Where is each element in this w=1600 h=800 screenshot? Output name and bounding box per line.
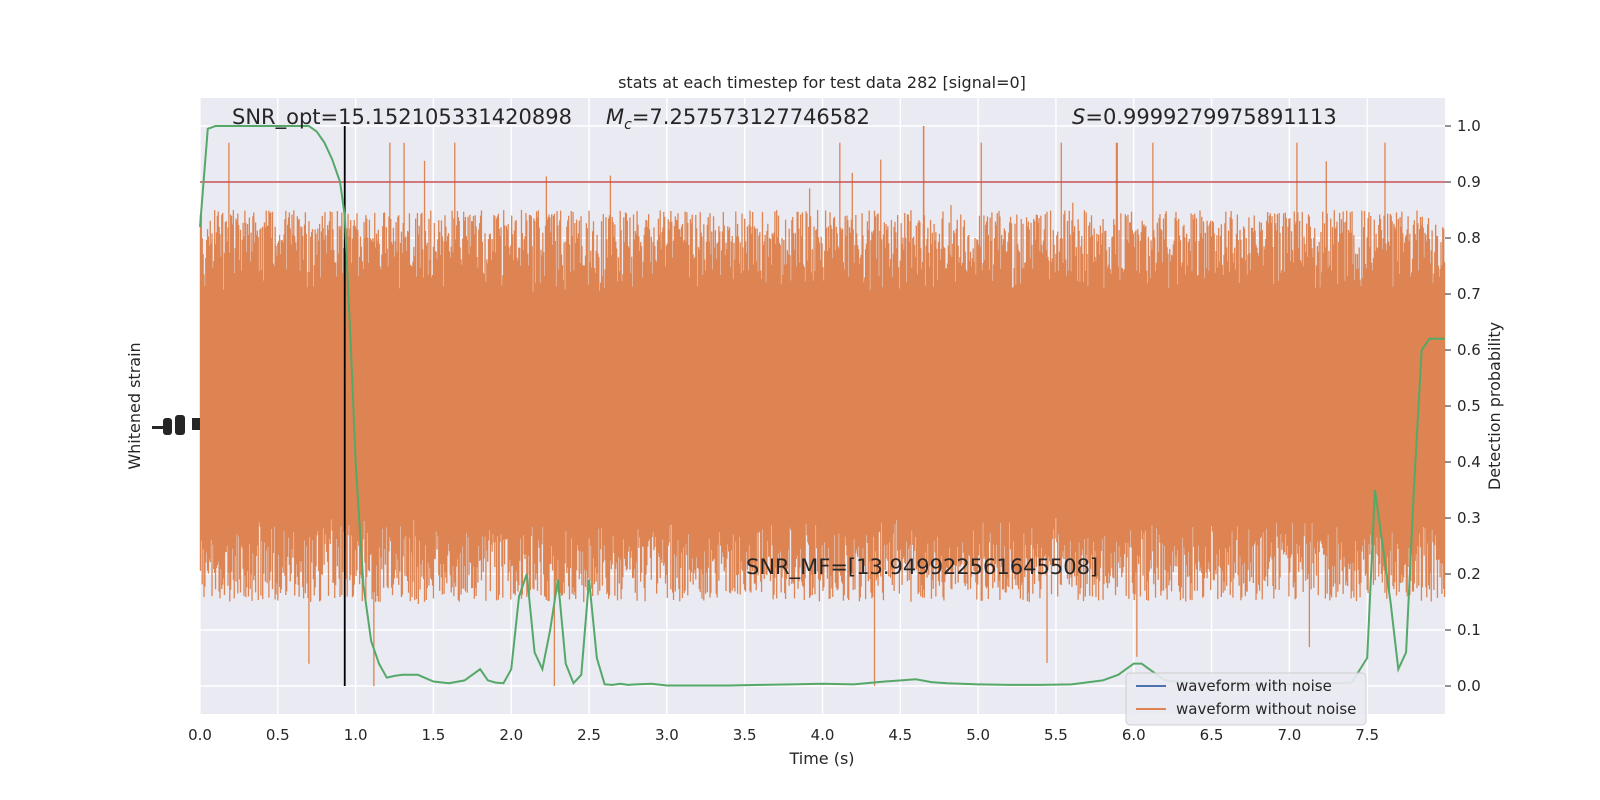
x-tick-label: 7.0 xyxy=(1277,726,1301,744)
y-tick-label: 0.8 xyxy=(1457,229,1481,247)
score-annotation: S=0.9999279975891113 xyxy=(1072,105,1337,129)
chart-title: stats at each timestep for test data 282… xyxy=(618,73,1026,92)
x-tick-label: 2.0 xyxy=(499,726,523,744)
left-axis-tick-cluster-icon xyxy=(152,415,200,435)
snr-opt-annotation: SNR_opt=15.152105331420898 xyxy=(232,105,572,130)
y-tick-label: 0.7 xyxy=(1457,285,1481,303)
x-tick-label: 5.0 xyxy=(966,726,990,744)
y-tick-label: 1.0 xyxy=(1457,117,1481,135)
y-tick-label: 0.0 xyxy=(1457,677,1481,695)
y-tick-label: 0.3 xyxy=(1457,509,1481,527)
x-tick-label: 6.0 xyxy=(1122,726,1146,744)
y-axis-left-label: Whitened strain xyxy=(125,342,144,469)
y-axis-right-label: Detection probability xyxy=(1485,322,1504,490)
y-tick-label: 0.9 xyxy=(1457,173,1481,191)
y-tick-label: 0.1 xyxy=(1457,621,1481,639)
legend-label-without-noise: waveform without noise xyxy=(1176,700,1356,718)
y-axis-right-ticks: 0.0 0.1 0.2 0.3 0.4 0.5 0.6 0.7 0.8 0.9 1.0 xyxy=(1445,117,1481,695)
noise-spikes xyxy=(199,142,1446,686)
chirp-mass-value: =7.257573127746582 xyxy=(632,105,870,129)
legend: waveform with noise waveform without noi… xyxy=(1125,672,1367,726)
y-tick-label: 0.5 xyxy=(1457,397,1481,415)
x-axis-label: Time (s) xyxy=(788,749,854,768)
chirp-mass-subscript: c xyxy=(624,117,632,133)
x-tick-label: 3.5 xyxy=(733,726,757,744)
noise-waveform xyxy=(199,126,1446,686)
x-tick-label: 4.5 xyxy=(888,726,912,744)
y-tick-label: 0.6 xyxy=(1457,341,1481,359)
y-tick-label: 0.4 xyxy=(1457,453,1481,471)
score-value: =0.9999279975891113 xyxy=(1085,105,1336,129)
legend-label-with-noise: waveform with noise xyxy=(1176,677,1332,695)
x-tick-label: 6.5 xyxy=(1200,726,1224,744)
x-tick-label: 5.5 xyxy=(1044,726,1068,744)
x-tick-label: 1.0 xyxy=(344,726,368,744)
x-tick-label: 0.0 xyxy=(188,726,212,744)
score-symbol: S xyxy=(1072,105,1085,129)
legend-box xyxy=(1125,672,1367,726)
chirp-mass-symbol: M xyxy=(606,105,624,129)
x-tick-label: 3.0 xyxy=(655,726,679,744)
x-tick-label: 1.5 xyxy=(422,726,446,744)
chirp-mass-annotation: Mc=7.257573127746582 xyxy=(606,105,870,133)
y-tick-label: 0.2 xyxy=(1457,565,1481,583)
x-tick-label: 7.5 xyxy=(1355,726,1379,744)
x-tick-label: 4.0 xyxy=(811,726,835,744)
x-axis-ticks: 0.0 0.5 1.0 1.5 2.0 2.5 3.0 3.5 4.0 4.5 5.0 5.5 6.0 6… xyxy=(188,726,1379,744)
snr-mf-annotation: SNR_MF=[13.949922561645508] xyxy=(746,555,1098,580)
x-tick-label: 2.5 xyxy=(577,726,601,744)
x-tick-label: 0.5 xyxy=(266,726,290,744)
